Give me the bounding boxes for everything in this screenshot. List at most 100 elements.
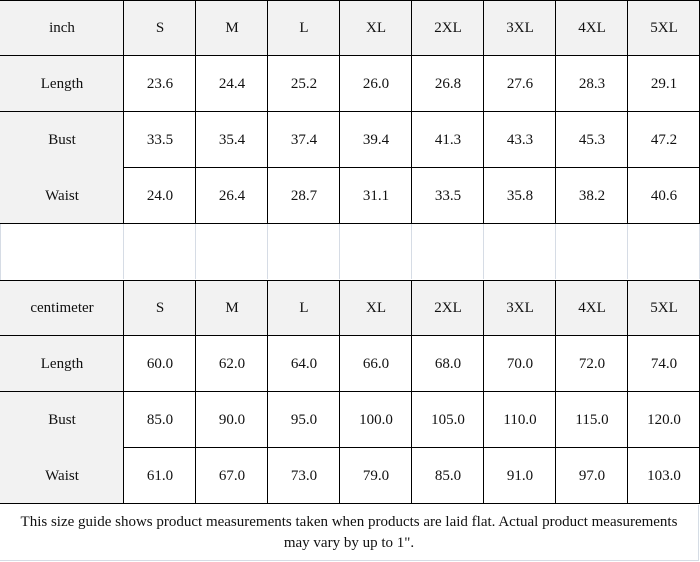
measurement-cell: 28.3: [578, 75, 606, 92]
row-label: Waist: [0, 448, 124, 504]
row-label: Length: [0, 336, 124, 392]
size-guide-note: This size guide shows product measuremen…: [0, 505, 699, 561]
grid-line: [627, 280, 628, 504]
size-header: XL: [340, 280, 412, 336]
measurement-cell: 105.0: [431, 411, 465, 428]
gap-grid-line: [195, 224, 196, 279]
measurement-cell: 79.0: [362, 467, 390, 484]
measurement-cell: 115.0: [575, 411, 609, 428]
measurement-cell: 85.0: [146, 411, 174, 428]
size-header: M: [196, 280, 268, 336]
measurement-cell: 64.0: [290, 355, 318, 372]
row-label: Length: [0, 56, 124, 112]
grid-line: [195, 0, 196, 224]
grid-line: [339, 280, 340, 504]
measurement-cell: 110.0: [503, 411, 537, 428]
measurement-cell: 100.0: [359, 411, 393, 428]
measurement-cell: 26.4: [218, 187, 246, 204]
measurement-cell: 70.0: [506, 355, 534, 372]
size-header: 2XL: [412, 0, 484, 56]
measurement-cell: 85.0: [434, 467, 462, 484]
measurement-cell: 33.5: [434, 187, 462, 204]
size-header: 5XL: [628, 280, 700, 336]
measurement-cell: 61.0: [146, 467, 174, 484]
grid-line: [555, 0, 556, 224]
grid-line: [0, 223, 700, 224]
size-header: 3XL: [484, 0, 556, 56]
row-label: Bust: [0, 392, 124, 448]
grid-line: [123, 0, 124, 224]
measurement-cell: 73.0: [290, 467, 318, 484]
size-header: 5XL: [628, 0, 700, 56]
grid-line: [339, 0, 340, 224]
gap-grid-line: [0, 224, 1, 280]
grid-line: [483, 0, 484, 224]
measurement-cell: 60.0: [146, 355, 174, 372]
unit-header: inch: [0, 0, 124, 56]
measurement-cell: 38.2: [578, 187, 606, 204]
measurement-cell: 43.3: [506, 131, 534, 148]
measurement-cell: 90.0: [218, 411, 246, 428]
grid-line: [0, 503, 700, 504]
measurement-cell: 25.2: [290, 75, 318, 92]
measurement-cell: 41.3: [434, 131, 462, 148]
grid-line: [267, 0, 268, 224]
size-header: L: [268, 0, 340, 56]
size-header: S: [124, 280, 196, 336]
grid-line: [627, 0, 628, 224]
measurement-cell: 62.0: [218, 355, 246, 372]
gap-grid-line: [267, 224, 268, 279]
measurement-cell: 35.4: [218, 131, 246, 148]
measurement-cell: 27.6: [506, 75, 534, 92]
grid-line: [0, 335, 700, 336]
measurement-cell: 47.2: [650, 131, 678, 148]
size-header: 2XL: [412, 280, 484, 336]
measurement-cell: 74.0: [650, 355, 678, 372]
measurement-cell: 72.0: [578, 355, 606, 372]
grid-line: [0, 391, 700, 392]
grid-line: [555, 280, 556, 504]
measurement-cell: 67.0: [218, 467, 246, 484]
size-header: 3XL: [484, 280, 556, 336]
grid-line: [0, 280, 700, 281]
measurement-cell: 23.6: [146, 75, 174, 92]
size-header: 4XL: [556, 0, 628, 56]
measurement-cell: 91.0: [506, 467, 534, 484]
size-header: L: [268, 280, 340, 336]
grid-line: [195, 280, 196, 504]
grid-line: [0, 0, 700, 1]
row-label: Bust: [0, 112, 124, 168]
measurement-cell: 68.0: [434, 355, 462, 372]
grid-line: [123, 280, 124, 504]
measurement-cell: 97.0: [578, 467, 606, 484]
grid-line: [411, 280, 412, 504]
size-header: S: [124, 0, 196, 56]
measurement-cell: 28.7: [290, 187, 318, 204]
measurement-cell: 37.4: [290, 131, 318, 148]
grid-line: [411, 0, 412, 224]
unit-header: centimeter: [0, 280, 124, 336]
grid-line: [267, 280, 268, 504]
measurement-cell: 33.5: [146, 131, 174, 148]
row-label: Waist: [0, 168, 124, 224]
gap-grid-line: [627, 224, 628, 279]
gap-grid-line: [123, 224, 124, 279]
measurement-cell: 40.6: [650, 187, 678, 204]
measurement-cell: 45.3: [578, 131, 606, 148]
size-header: M: [196, 0, 268, 56]
size-header: XL: [340, 0, 412, 56]
measurement-cell: 26.0: [362, 75, 390, 92]
gap-grid-line: [555, 224, 556, 279]
measurement-cell: 31.1: [362, 187, 390, 204]
measurement-cell: 120.0: [647, 411, 681, 428]
measurement-cell: 103.0: [647, 467, 681, 484]
measurement-cell: 29.1: [650, 75, 678, 92]
measurement-cell: 24.4: [218, 75, 246, 92]
gap-grid-line: [339, 224, 340, 279]
measurement-cell: 24.0: [146, 187, 174, 204]
grid-line: [0, 111, 700, 112]
measurement-cell: 66.0: [362, 355, 390, 372]
gap-grid-line: [411, 224, 412, 279]
gap-grid-line: [483, 224, 484, 279]
